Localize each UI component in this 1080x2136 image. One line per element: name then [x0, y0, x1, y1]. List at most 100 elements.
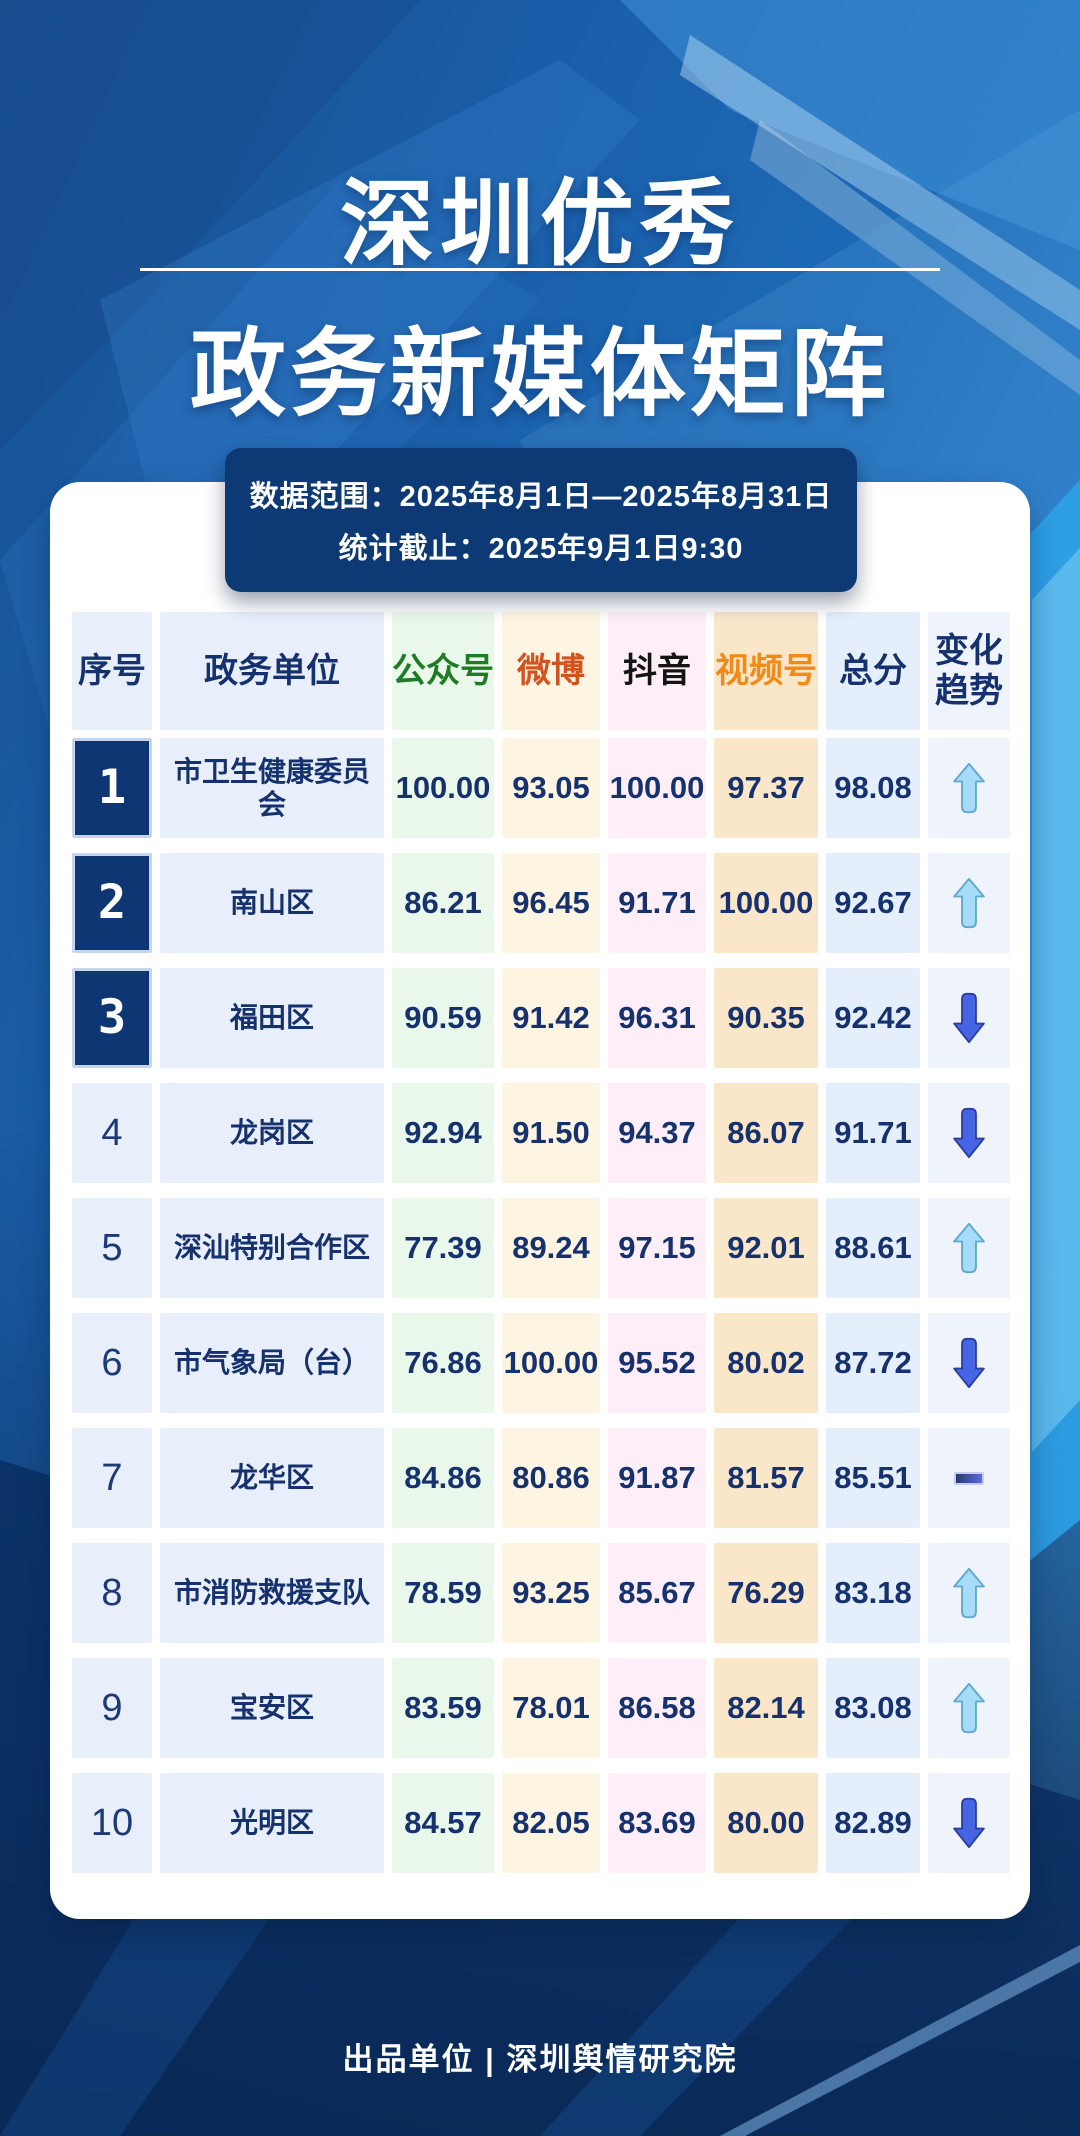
wechat-score-cell: 84.86 — [392, 1428, 494, 1528]
total-score-cell: 92.42 — [826, 968, 920, 1068]
trend-down-icon — [953, 1337, 985, 1389]
wechat-score: 86.21 — [404, 884, 482, 920]
wechat-score-cell: 92.94 — [392, 1083, 494, 1183]
rank-value: 3 — [97, 990, 127, 1046]
total-score: 92.67 — [834, 884, 912, 920]
table-row: 2 南山区 86.21 96.45 91.71 100.00 92.67 — [72, 853, 1010, 953]
douyin-score-cell: 91.71 — [608, 853, 706, 953]
unit-name: 市气象局（台） — [173, 1347, 370, 1379]
rank-value: 8 — [101, 1571, 123, 1614]
data-range-box: 数据范围：2025年8月1日—2025年8月31日 统计截止：2025年9月1日… — [225, 448, 857, 592]
weibo-score-cell: 80.86 — [502, 1428, 600, 1528]
table-row: 3 福田区 90.59 91.42 96.31 90.35 92.42 — [72, 968, 1010, 1068]
douyin-score: 91.71 — [618, 884, 696, 920]
weibo-score-cell: 96.45 — [502, 853, 600, 953]
unit-cell: 深汕特别合作区 — [160, 1198, 384, 1298]
trend-cell — [928, 1543, 1010, 1643]
total-score-cell: 85.51 — [826, 1428, 920, 1528]
unit-name: 市消防救援支队 — [173, 1577, 370, 1609]
channels-score: 100.00 — [718, 884, 814, 920]
trend-cell — [928, 1313, 1010, 1413]
trend-cell — [928, 853, 1010, 953]
total-score-cell: 92.67 — [826, 853, 920, 953]
douyin-score: 86.58 — [618, 1689, 696, 1725]
trend-cell — [928, 1658, 1010, 1758]
unit-name: 光明区 — [229, 1807, 314, 1839]
trend-up-icon — [953, 1567, 985, 1619]
wechat-score: 90.59 — [404, 999, 482, 1035]
channels-score-cell: 81.57 — [714, 1428, 818, 1528]
trend-up-icon — [953, 762, 985, 814]
channels-score-cell: 97.37 — [714, 738, 818, 838]
rank-value: 10 — [90, 1801, 134, 1844]
weibo-score-cell: 78.01 — [502, 1658, 600, 1758]
trend-down-icon — [953, 1797, 985, 1849]
douyin-score: 95.52 — [618, 1344, 696, 1380]
weibo-score-cell: 89.24 — [502, 1198, 600, 1298]
total-score-cell: 87.72 — [826, 1313, 920, 1413]
total-score: 88.61 — [834, 1229, 912, 1265]
total-score: 85.51 — [834, 1459, 912, 1495]
rank-value: 9 — [101, 1686, 123, 1729]
douyin-score-cell: 91.87 — [608, 1428, 706, 1528]
trend-up-icon — [953, 1682, 985, 1734]
unit-name: 宝安区 — [229, 1692, 314, 1724]
wechat-score: 84.86 — [404, 1459, 482, 1495]
channels-score: 81.57 — [727, 1459, 805, 1495]
wechat-score-cell: 76.86 — [392, 1313, 494, 1413]
wechat-score: 78.59 — [404, 1574, 482, 1610]
table-row: 7 龙华区 84.86 80.86 91.87 81.57 85.51 — [72, 1428, 1010, 1528]
weibo-score: 89.24 — [512, 1229, 590, 1265]
weibo-score-cell: 100.00 — [502, 1313, 600, 1413]
wechat-score-cell: 78.59 — [392, 1543, 494, 1643]
unit-cell: 市气象局（台） — [160, 1313, 384, 1413]
rank-cell: 7 — [72, 1428, 152, 1528]
weibo-score-cell: 91.50 — [502, 1083, 600, 1183]
weibo-score-cell: 93.25 — [502, 1543, 600, 1643]
table-row: 4 龙岗区 92.94 91.50 94.37 86.07 91.71 — [72, 1083, 1010, 1183]
douyin-score: 83.69 — [618, 1804, 696, 1840]
rank-value: 7 — [101, 1456, 123, 1499]
douyin-score-cell: 83.69 — [608, 1773, 706, 1873]
channels-score-cell: 82.14 — [714, 1658, 818, 1758]
rank-cell: 9 — [72, 1658, 152, 1758]
wechat-score-cell: 83.59 — [392, 1658, 494, 1758]
rank-cell: 3 — [72, 968, 152, 1068]
table-row: 5 深汕特别合作区 77.39 89.24 97.15 92.01 88.61 — [72, 1198, 1010, 1298]
weibo-score: 93.25 — [512, 1574, 590, 1610]
trend-up-icon — [953, 1222, 985, 1274]
data-range-line: 数据范围：2025年8月1日—2025年8月31日 — [249, 481, 833, 513]
weibo-score-cell: 82.05 — [502, 1773, 600, 1873]
trend-cell — [928, 1773, 1010, 1873]
table-row: 1 市卫生健康委员会 100.00 93.05 100.00 97.37 98.… — [72, 738, 1010, 838]
table-header-row: 序号 政务单位 公众号 微博 抖音 视频号 总分 变化趋势 — [72, 612, 1010, 730]
rank-cell: 5 — [72, 1198, 152, 1298]
channels-score: 86.07 — [727, 1114, 805, 1150]
channels-score-cell: 76.29 — [714, 1543, 818, 1643]
stat-cutoff-line: 统计截止：2025年9月1日9:30 — [338, 533, 744, 565]
douyin-score: 91.87 — [618, 1459, 696, 1495]
unit-cell: 宝安区 — [160, 1658, 384, 1758]
douyin-score-cell: 97.15 — [608, 1198, 706, 1298]
unit-cell: 南山区 — [160, 853, 384, 953]
trend-cell — [928, 1198, 1010, 1298]
douyin-score-cell: 96.31 — [608, 968, 706, 1068]
weibo-score: 96.45 — [512, 884, 590, 920]
channels-score-cell: 80.02 — [714, 1313, 818, 1413]
weibo-score: 80.86 — [512, 1459, 590, 1495]
wechat-score-cell: 86.21 — [392, 853, 494, 953]
unit-cell: 市卫生健康委员会 — [160, 738, 384, 838]
rank-cell: 2 — [72, 853, 152, 953]
total-score: 92.42 — [834, 999, 912, 1035]
table-row: 8 市消防救援支队 78.59 93.25 85.67 76.29 83.18 — [72, 1543, 1010, 1643]
channels-score: 97.37 — [727, 769, 805, 805]
trend-cell — [928, 1428, 1010, 1528]
rank-value: 2 — [97, 875, 127, 931]
trend-flat-icon — [954, 1471, 984, 1485]
wechat-score: 92.94 — [404, 1114, 482, 1150]
weibo-score: 91.42 — [512, 999, 590, 1035]
page-title-line2: 政务新媒体矩阵 — [190, 321, 890, 428]
channels-score: 92.01 — [727, 1229, 805, 1265]
channels-score: 76.29 — [727, 1574, 805, 1610]
header-total: 总分 — [826, 612, 920, 730]
